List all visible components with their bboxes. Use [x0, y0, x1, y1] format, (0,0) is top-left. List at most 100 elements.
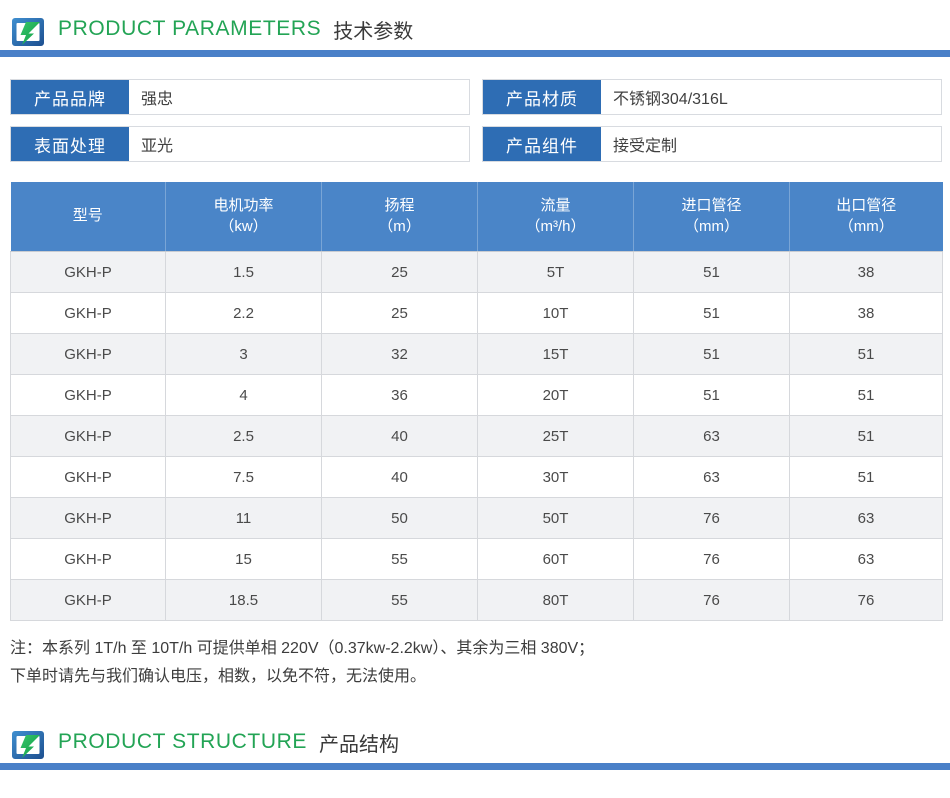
table-cell-2: 25: [321, 292, 478, 334]
table-cell-2: 36: [321, 374, 478, 416]
table-cell-1: 18.5: [165, 579, 322, 621]
table-cell-3: 5T: [477, 251, 634, 293]
section-divider: [0, 763, 950, 770]
param-value: 不锈钢304/316L: [613, 91, 728, 108]
spec-table-head: 型号 电机功率 （kw） 扬程 （m） 流量 （m³/h） 进口管径 （mm） 出口管径 （mm）: [10, 182, 943, 252]
table-row: GKH-P 18.5 55 80T 76 76: [10, 579, 943, 621]
footnote-line-2: 下单时请先与我们确认电压，相数，以免不符，无法使用。: [10, 668, 427, 685]
table-cell-0: GKH-P: [10, 497, 166, 539]
table-row: GKH-P 2.2 25 10T 51 38: [10, 292, 943, 334]
table-header-cell-2: 扬程 （m）: [321, 182, 478, 252]
table-cell-4: 51: [633, 333, 790, 375]
table-header-cell-5: 出口管径 （mm）: [789, 182, 943, 252]
param-label: 产品材质: [483, 80, 601, 114]
table-cell-5: 51: [789, 374, 943, 416]
table-cell-4: 76: [633, 497, 790, 539]
table-cell-2: 55: [321, 538, 478, 580]
table-cell-4: 76: [633, 538, 790, 580]
table-cell-5: 76: [789, 579, 943, 621]
table-cell-1: 3: [165, 333, 322, 375]
param-label: 产品品牌: [11, 80, 129, 114]
param-label: 产品组件: [483, 127, 601, 161]
header-name: 电机功率: [213, 197, 274, 215]
header-name: 出口管径: [836, 197, 897, 215]
table-row: GKH-P 15 55 60T 76 63: [10, 538, 943, 580]
spec-table: 型号 电机功率 （kw） 扬程 （m） 流量 （m³/h） 进口管径 （mm） 出口管径 （mm） …: [10, 182, 943, 621]
section-header-structure: PRODUCT STRUCTURE 产品结构: [0, 713, 950, 759]
table-cell-4: 51: [633, 292, 790, 334]
table-cell-3: 15T: [477, 333, 634, 375]
footnote-line-1: 注：本系列 1T/h 至 10T/h 可提供单相 220V（0.37kw-2.2…: [10, 640, 595, 657]
table-cell-1: 15: [165, 538, 322, 580]
footnote: 注：本系列 1T/h 至 10T/h 可提供单相 220V（0.37kw-2.2…: [0, 621, 950, 691]
square-lightning-logo-icon: [8, 9, 48, 49]
table-cell-0: GKH-P: [10, 374, 166, 416]
table-cell-4: 76: [633, 579, 790, 621]
spec-table-body: GKH-P 1.5 25 5T 51 38 GKH-P 2.2 25 10T 51 38 GKH-P 3 3…: [10, 251, 943, 621]
table-cell-1: 11: [165, 497, 322, 539]
param-value: 接受定制: [613, 138, 678, 155]
table-cell-4: 51: [633, 251, 790, 293]
table-cell-3: 50T: [477, 497, 634, 539]
table-cell-3: 60T: [477, 538, 634, 580]
table-cell-1: 4: [165, 374, 322, 416]
table-cell-0: GKH-P: [10, 415, 166, 457]
table-cell-0: GKH-P: [10, 579, 166, 621]
table-cell-2: 50: [321, 497, 478, 539]
table-cell-4: 63: [633, 415, 790, 457]
table-cell-5: 51: [789, 415, 943, 457]
table-cell-5: 51: [789, 456, 943, 498]
header-unit: （mm）: [838, 217, 894, 235]
header-name: 流量: [540, 197, 571, 215]
table-cell-5: 38: [789, 292, 943, 334]
param-row-components: 产品组件 接受定制: [482, 126, 942, 162]
table-row: GKH-P 11 50 50T 76 63: [10, 497, 943, 539]
section-title-cn: 产品结构: [318, 733, 399, 756]
table-cell-5: 38: [789, 251, 943, 293]
param-value: 亚光: [141, 138, 174, 155]
table-header-cell-3: 流量 （m³/h）: [477, 182, 634, 252]
header-unit: （mm）: [684, 217, 739, 235]
table-cell-1: 2.2: [165, 292, 322, 334]
table-cell-5: 63: [789, 538, 943, 580]
square-lightning-logo-icon: [8, 722, 48, 762]
param-row-material: 产品材质 不锈钢304/316L: [482, 79, 942, 115]
table-header-row: 型号 电机功率 （kw） 扬程 （m） 流量 （m³/h） 进口管径 （mm） 出口管径 （mm）: [10, 182, 943, 252]
section-title-en: PRODUCT STRUCTURE: [58, 730, 307, 753]
table-cell-0: GKH-P: [10, 456, 166, 498]
section-title-cn: 技术参数: [333, 20, 414, 43]
table-row: GKH-P 3 32 15T 51 51: [10, 333, 943, 375]
header-unit: （m）: [378, 217, 421, 235]
table-row: GKH-P 7.5 40 30T 63 51: [10, 456, 943, 498]
table-cell-3: 20T: [477, 374, 634, 416]
table-row: GKH-P 1.5 25 5T 51 38: [10, 251, 943, 293]
spec-table-wrapper: 型号 电机功率 （kw） 扬程 （m） 流量 （m³/h） 进口管径 （mm） 出口管径 （mm） …: [0, 162, 950, 621]
param-row-surface-treatment: 表面处理 亚光: [10, 126, 470, 162]
section-header-parameters: PRODUCT PARAMETERS 技术参数: [0, 0, 950, 46]
parameter-boxes: 产品品牌 强忠 表面处理 亚光 产品材质 不锈钢304/316L 产品组件 接受…: [0, 57, 950, 162]
table-header-cell-1: 电机功率 （kw）: [165, 182, 322, 252]
table-cell-3: 10T: [477, 292, 634, 334]
table-cell-2: 40: [321, 415, 478, 457]
table-row: GKH-P 4 36 20T 51 51: [10, 374, 943, 416]
table-cell-1: 2.5: [165, 415, 322, 457]
header-unit: （kw）: [219, 217, 268, 235]
table-cell-0: GKH-P: [10, 251, 166, 293]
table-header-cell-4: 进口管径 （mm）: [633, 182, 790, 252]
table-cell-5: 51: [789, 333, 943, 375]
table-cell-2: 40: [321, 456, 478, 498]
param-label: 表面处理: [11, 127, 129, 161]
table-cell-4: 51: [633, 374, 790, 416]
section-title-en: PRODUCT PARAMETERS: [58, 17, 322, 40]
table-cell-0: GKH-P: [10, 333, 166, 375]
table-cell-2: 32: [321, 333, 478, 375]
table-cell-2: 25: [321, 251, 478, 293]
header-name: 扬程: [384, 197, 415, 215]
param-row-brand: 产品品牌 强忠: [10, 79, 470, 115]
table-cell-0: GKH-P: [10, 292, 166, 334]
table-cell-3: 80T: [477, 579, 634, 621]
table-cell-4: 63: [633, 456, 790, 498]
table-cell-3: 25T: [477, 415, 634, 457]
table-cell-1: 7.5: [165, 456, 322, 498]
